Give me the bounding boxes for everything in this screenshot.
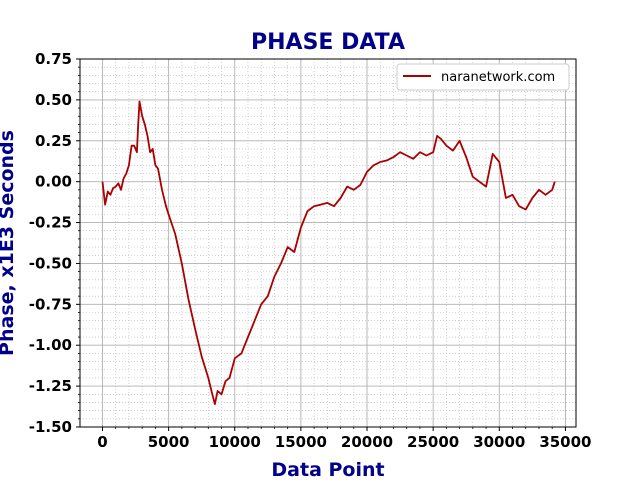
legend-box	[396, 63, 570, 91]
series-layer	[101, 100, 556, 405]
y-tick-label: -0.50	[29, 254, 72, 272]
x-tick-label: 20000	[341, 433, 393, 451]
axis-tick-labels: 0 5000 10000 15000 20000 25000 30000 35000 0.75 0…	[29, 50, 592, 451]
y-axis-label: Phase, x1E3 Seconds	[0, 130, 18, 356]
y-tick-label: 0.25	[35, 132, 72, 150]
y-tick-label: 0.50	[35, 91, 72, 109]
x-tick-label: 35000	[539, 433, 591, 451]
axis-ticks	[76, 58, 566, 431]
y-tick-label: 0.75	[35, 50, 72, 68]
x-tick-label: 10000	[209, 433, 261, 451]
minor-grid	[80, 59, 576, 427]
legend-label-naranetwork: naranetwork.com	[441, 70, 555, 85]
x-tick-label: 0	[97, 433, 107, 451]
y-tick-label: -0.75	[29, 295, 72, 313]
chart-title: PHASE DATA	[251, 30, 405, 55]
x-axis-label: Data Point	[271, 459, 384, 480]
x-tick-label: 15000	[275, 433, 327, 451]
x-tick-label: 25000	[407, 433, 459, 451]
series-line-0	[101, 100, 556, 405]
y-tick-label: 0.00	[35, 173, 72, 191]
x-tick-label: 30000	[473, 433, 525, 451]
plot-frame	[79, 58, 577, 428]
y-tick-label: -0.25	[29, 214, 72, 232]
legend: naranetwork.com	[396, 63, 570, 91]
y-tick-label: -1.50	[29, 418, 72, 436]
x-tick-label: 5000	[148, 433, 190, 451]
y-tick-label: -1.25	[29, 377, 72, 395]
y-tick-label: -1.00	[29, 336, 72, 354]
